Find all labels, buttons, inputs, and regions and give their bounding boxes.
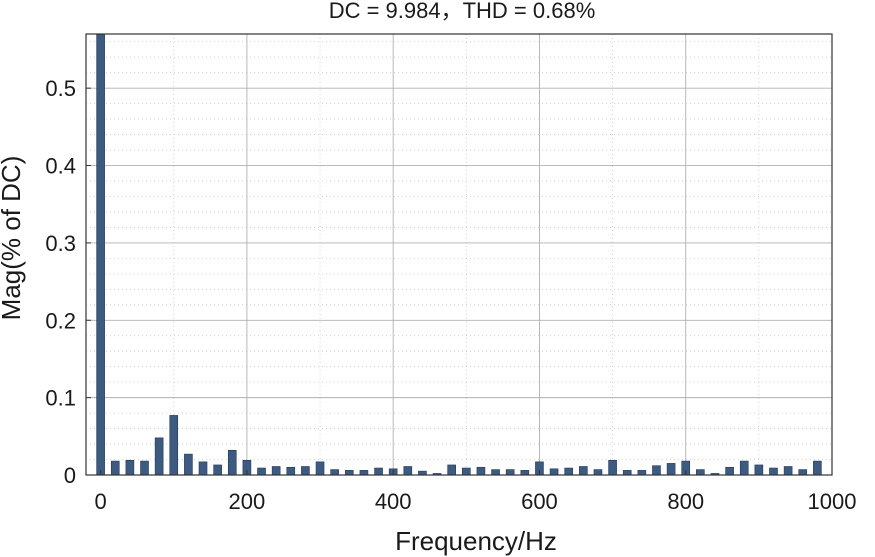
bar: [754, 464, 764, 476]
bar: [491, 469, 500, 476]
bar: [783, 466, 793, 476]
y-tick-label: 0.5: [45, 76, 76, 101]
bar: [813, 460, 822, 476]
bar: [271, 466, 281, 476]
bar: [739, 460, 749, 476]
bar: [637, 470, 647, 476]
y-tick-label: 0: [64, 463, 76, 488]
bar: [140, 460, 149, 476]
bar: [257, 467, 266, 476]
bar: [286, 466, 296, 476]
bar: [301, 466, 310, 476]
bar: [447, 464, 456, 476]
bar: [549, 468, 559, 476]
bar: [374, 467, 383, 476]
bar: [652, 465, 661, 476]
y-tick-label: 0.2: [45, 308, 76, 333]
x-axis-title: Frequency/Hz: [395, 526, 557, 556]
bar: [213, 464, 222, 476]
bar: [198, 461, 208, 476]
bar: [330, 469, 339, 476]
bar: [403, 466, 413, 476]
bars: [96, 33, 822, 476]
bar: [344, 470, 354, 476]
bar: [184, 453, 193, 476]
bar: [666, 463, 676, 476]
bar: [227, 449, 237, 476]
y-tick-label: 0.4: [45, 154, 76, 179]
grid: [86, 34, 832, 475]
plot-frame: [85, 33, 833, 476]
bar: [579, 466, 588, 476]
bar: [462, 467, 471, 476]
bar: [125, 459, 135, 476]
y-axis-title: Mag(% of DC): [0, 156, 26, 321]
x-axis: 0 200 400 600 800 1000: [95, 470, 857, 514]
y-axis: 0 0.1 0.2 0.3 0.4 0.5: [45, 76, 91, 488]
x-tick-label: 800: [667, 489, 704, 514]
bar: [564, 467, 574, 476]
bar: [476, 466, 486, 476]
x-tick-label: 0: [95, 489, 107, 514]
bar: [359, 470, 369, 476]
bar: [315, 461, 325, 476]
bar: [769, 467, 778, 476]
bar: [96, 33, 105, 476]
bar: [110, 460, 120, 476]
y-tick-label: 0.1: [45, 386, 76, 411]
bar: [622, 470, 632, 476]
x-tick-label: 1000: [808, 489, 857, 514]
x-tick-label: 400: [375, 489, 412, 514]
bar: [154, 437, 164, 476]
bar: [505, 469, 515, 476]
bar: [593, 469, 603, 476]
bar: [725, 466, 734, 476]
bar: [169, 415, 179, 476]
bar: [798, 469, 808, 476]
bar: [608, 459, 617, 476]
y-tick-label: 0.3: [45, 231, 76, 256]
x-tick-label: 600: [521, 489, 558, 514]
x-tick-label: 200: [229, 489, 266, 514]
bar: [696, 469, 705, 476]
bar: [520, 470, 530, 476]
chart-title: DC = 9.984，THD = 0.68%: [329, 0, 596, 23]
